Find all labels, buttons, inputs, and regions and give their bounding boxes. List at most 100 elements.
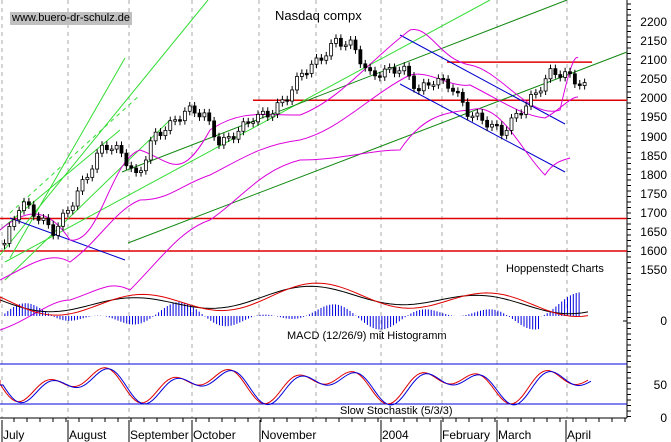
candle-body xyxy=(407,65,412,77)
candle-body xyxy=(61,212,65,227)
y-tick-label: 1550 xyxy=(640,263,667,278)
candle-body xyxy=(446,78,451,89)
trendline xyxy=(0,0,209,256)
y-tick-label: 1850 xyxy=(640,148,667,163)
candle-body xyxy=(460,92,465,103)
candle-body xyxy=(153,131,158,142)
month-label: February xyxy=(442,428,491,442)
candle-body xyxy=(134,167,139,174)
y-tick-label: 50 xyxy=(653,378,667,392)
candle-body xyxy=(572,73,577,85)
candle-body xyxy=(173,119,178,122)
candle-body xyxy=(553,68,558,75)
candle-body xyxy=(163,130,168,137)
candle-body xyxy=(314,57,319,65)
candle-body xyxy=(465,101,470,117)
candle-body xyxy=(329,43,334,57)
month-label: November xyxy=(261,428,317,442)
y-tick-label: 2000 xyxy=(640,91,667,106)
candle-body xyxy=(104,144,109,151)
candle-body xyxy=(2,242,7,246)
candle-body xyxy=(368,67,373,72)
candle-body xyxy=(143,159,148,172)
candle-body xyxy=(109,148,114,151)
candle-body xyxy=(543,78,548,92)
candle-body xyxy=(260,110,265,115)
chart-title: Nasdaq compx xyxy=(275,8,362,23)
candle-body xyxy=(75,190,80,207)
candle-body xyxy=(168,120,173,131)
candle-body xyxy=(295,76,299,91)
candle-body xyxy=(285,99,290,102)
candle-body xyxy=(95,152,100,170)
candle-body xyxy=(221,136,226,146)
candle-body xyxy=(56,225,61,236)
candle-body xyxy=(387,67,392,70)
macd-signal-line xyxy=(0,285,589,315)
candle-body xyxy=(226,136,231,139)
candle-body xyxy=(129,165,134,169)
bollinger-upper xyxy=(0,29,579,241)
candle-body xyxy=(421,82,426,92)
month-label: April xyxy=(567,428,592,442)
candle-body xyxy=(70,205,75,211)
stochastic-label: Slow Stochastik (5/3/3) xyxy=(340,405,453,417)
candle-body xyxy=(338,37,343,47)
candle-body xyxy=(524,105,529,115)
candle-body xyxy=(426,82,431,86)
candle-body xyxy=(412,75,416,89)
candle-body xyxy=(217,136,221,146)
candle-body xyxy=(392,67,397,74)
candle-body xyxy=(22,201,26,211)
candle-body xyxy=(207,112,212,122)
candle-body xyxy=(148,140,153,161)
candle-body xyxy=(324,55,329,61)
candle-body xyxy=(441,77,446,81)
month-label: October xyxy=(193,428,236,442)
candle-body xyxy=(241,121,246,132)
candle-body xyxy=(504,130,509,136)
candle-body xyxy=(139,170,143,174)
candle-body xyxy=(158,131,163,137)
y-tick-label: 1900 xyxy=(640,129,667,144)
trendline-dashed xyxy=(9,94,141,214)
candle-body xyxy=(46,217,51,226)
candle-body xyxy=(416,88,421,92)
candle-body xyxy=(309,63,314,74)
candle-body xyxy=(182,110,187,122)
candle-body xyxy=(202,112,207,118)
candle-body xyxy=(402,65,407,72)
bollinger-lower xyxy=(0,108,571,331)
candle-body xyxy=(65,210,70,214)
trendline-dark xyxy=(127,51,628,244)
y-tick-label: 1700 xyxy=(640,205,667,220)
candle-body xyxy=(470,115,475,119)
candle-body xyxy=(568,71,572,75)
candle-body xyxy=(563,71,568,78)
candle-body xyxy=(246,121,251,124)
month-label: August xyxy=(69,428,107,442)
month-label: July xyxy=(3,428,25,442)
y-tick-label: 1600 xyxy=(640,244,667,258)
candle-body xyxy=(548,68,553,80)
candle-body xyxy=(36,215,41,221)
candle-body xyxy=(455,90,460,94)
candle-body xyxy=(187,105,192,112)
y-tick-label: 2200 xyxy=(640,15,667,29)
candle-body xyxy=(490,123,494,128)
source-label: Hoppenstedt Charts xyxy=(506,263,604,275)
candle-body xyxy=(480,112,485,121)
candle-body xyxy=(80,179,85,192)
y-tick-label: 2050 xyxy=(640,72,667,87)
candle-body xyxy=(519,112,524,116)
y-tick-label: 2150 xyxy=(640,34,667,49)
candle-body xyxy=(514,112,519,119)
candle-body xyxy=(353,39,358,51)
candle-body xyxy=(7,226,12,244)
candle-body xyxy=(373,70,377,77)
candle-body xyxy=(363,63,368,69)
stoch-d-line xyxy=(0,368,592,406)
y-tick-label: 0 xyxy=(660,314,667,328)
candle-body xyxy=(26,201,31,206)
